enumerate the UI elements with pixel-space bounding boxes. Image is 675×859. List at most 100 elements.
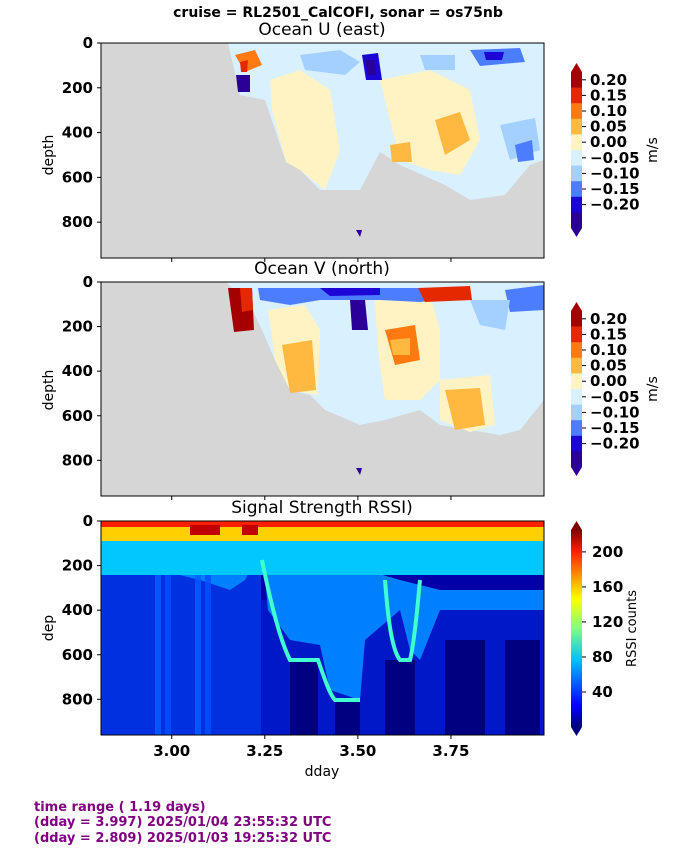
colorbar-segment bbox=[571, 326, 582, 343]
ytick-label: 800 bbox=[62, 213, 93, 231]
colorbar-tick-label: −0.20 bbox=[590, 435, 640, 453]
colorbar-tick-label: 0.00 bbox=[590, 372, 627, 390]
panel-v-frame bbox=[100, 281, 545, 497]
colorbar-extend-max bbox=[571, 521, 582, 530]
ytick-label: 800 bbox=[62, 451, 93, 469]
colorbar-segment bbox=[571, 435, 582, 452]
colorbar-label: m/s bbox=[645, 376, 661, 402]
colorbar-extend-max bbox=[571, 63, 582, 72]
panel-rssi-yaxis: 0 200 400 600 800 bbox=[62, 512, 101, 708]
colorbar-tick-label: 0.15 bbox=[590, 325, 627, 343]
colorbar-tick-label: 80 bbox=[592, 648, 613, 666]
colorbar-segment bbox=[571, 196, 582, 213]
footer-end-time: (dday = 3.997) 2025/01/04 23:55:32 UTC bbox=[34, 815, 331, 830]
ytick-label: 0 bbox=[83, 34, 93, 52]
colorbar-tick-label: 0.15 bbox=[590, 86, 627, 104]
colorbar-extend-max bbox=[571, 302, 582, 311]
colorbar-extend-min bbox=[571, 727, 582, 736]
panel-v-colorbar: 0.200.150.100.050.00−0.05−0.10−0.15−0.20… bbox=[571, 302, 661, 476]
panel-u-ylabel: depth bbox=[41, 135, 57, 176]
colorbar-segment bbox=[571, 118, 582, 135]
colorbar-segment bbox=[571, 311, 582, 327]
colorbar-label: RSSI counts bbox=[625, 590, 640, 667]
footer-start-time: (dday = 2.809) 2025/01/03 19:25:32 UTC bbox=[34, 831, 331, 846]
panel-u-title: Ocean U (east) bbox=[258, 20, 385, 40]
ytick-label: 800 bbox=[62, 690, 93, 708]
panel-rssi-title: Signal Strength RSSI) bbox=[231, 498, 413, 518]
ytick-label: 400 bbox=[62, 362, 93, 380]
ytick-label: 600 bbox=[62, 168, 93, 186]
panel-rssi-xlabel: dday bbox=[305, 764, 340, 780]
panel-rssi-ylabel: dep bbox=[41, 615, 57, 642]
colorbar-tick-label: −0.10 bbox=[590, 403, 640, 421]
panel-rssi-colorbar: 200 160 120 80 40 RSSI counts bbox=[571, 521, 640, 736]
figure-suptitle: cruise = RL2501_CalCOFI, sonar = os75nb bbox=[173, 5, 503, 21]
panel-v-title: Ocean V (north) bbox=[254, 259, 390, 279]
panel-ocean-v: Ocean V (north) 0 200 400 600 800 depth 0.20… bbox=[41, 259, 661, 500]
ytick-label: 400 bbox=[62, 124, 93, 142]
panel-v-field bbox=[226, 282, 544, 475]
xtick-label: 3.25 bbox=[246, 742, 283, 760]
xtick-label: 3.00 bbox=[153, 742, 190, 760]
colorbar-gradient bbox=[571, 530, 582, 727]
ytick-label: 200 bbox=[62, 79, 93, 97]
colorbar-label: m/s bbox=[645, 137, 661, 163]
xtick-label: 3.50 bbox=[339, 742, 376, 760]
panel-u-yaxis: 0 200 400 600 800 bbox=[62, 34, 101, 231]
colorbar-tick-label: 160 bbox=[592, 578, 623, 596]
footer-time-range: time range ( 1.19 days) bbox=[34, 800, 206, 815]
colorbar-tick-label: −0.15 bbox=[590, 180, 640, 198]
colorbar-segment bbox=[571, 451, 582, 468]
colorbar-segment bbox=[571, 357, 582, 374]
panel-v-xaxis bbox=[171, 496, 452, 500]
colorbar-segment bbox=[571, 373, 582, 390]
panel-u-field bbox=[228, 43, 544, 237]
colorbar-tick-label: −0.20 bbox=[590, 196, 640, 214]
colorbar-segment bbox=[571, 389, 582, 405]
colorbar-segment bbox=[571, 72, 582, 88]
colorbar-tick-label: 0.05 bbox=[590, 118, 627, 136]
panel-rssi-frame bbox=[100, 520, 545, 736]
colorbar-segment bbox=[571, 212, 582, 229]
ytick-label: 0 bbox=[83, 512, 93, 530]
panel-v-yaxis: 0 200 400 600 800 bbox=[62, 273, 101, 469]
ytick-label: 0 bbox=[83, 273, 93, 291]
colorbar-segment bbox=[571, 150, 582, 166]
colorbar-segment bbox=[571, 342, 582, 359]
colorbar-tick-label: 0.20 bbox=[590, 310, 627, 328]
colorbar-segment bbox=[571, 87, 582, 104]
ytick-label: 200 bbox=[62, 318, 93, 336]
ytick-label: 200 bbox=[62, 557, 93, 575]
colorbar-tick-label: 0.05 bbox=[590, 357, 627, 375]
colorbar-tick-label: −0.05 bbox=[590, 388, 640, 406]
ytick-label: 600 bbox=[62, 646, 93, 664]
colorbar-tick-label: 0.10 bbox=[590, 102, 627, 120]
colorbar-segment bbox=[571, 134, 582, 151]
panel-v-ylabel: depth bbox=[41, 370, 57, 411]
colorbar-tick-label: 0.00 bbox=[590, 133, 627, 151]
colorbar-segment bbox=[571, 181, 582, 198]
colorbar-tick-label: 200 bbox=[592, 543, 623, 561]
colorbar-segment bbox=[571, 420, 582, 437]
colorbar-tick-label: 0.20 bbox=[590, 71, 627, 89]
colorbar-tick-label: −0.15 bbox=[590, 419, 640, 437]
colorbar-tick-label: −0.10 bbox=[590, 164, 640, 182]
colorbar-extend-min bbox=[571, 228, 582, 237]
panel-rssi-field bbox=[101, 521, 544, 735]
colorbar-tick-label: 120 bbox=[592, 613, 623, 631]
colorbar-segment bbox=[571, 404, 582, 421]
ytick-label: 600 bbox=[62, 407, 93, 425]
colorbar-extend-min bbox=[571, 467, 582, 476]
colorbar-tick-label: 40 bbox=[592, 683, 613, 701]
panel-rssi-xaxis: 3.00 3.25 3.50 3.75 bbox=[153, 735, 469, 760]
panel-u-colorbar: 0.200.150.100.050.00−0.05−0.10−0.15−0.20… bbox=[571, 63, 661, 237]
colorbar-segment bbox=[571, 165, 582, 182]
colorbar-tick-label: 0.10 bbox=[590, 341, 627, 359]
colorbar-tick-label: −0.05 bbox=[590, 149, 640, 167]
colorbar-segment bbox=[571, 103, 582, 120]
panel-u-xaxis bbox=[171, 258, 452, 262]
ytick-label: 400 bbox=[62, 601, 93, 619]
